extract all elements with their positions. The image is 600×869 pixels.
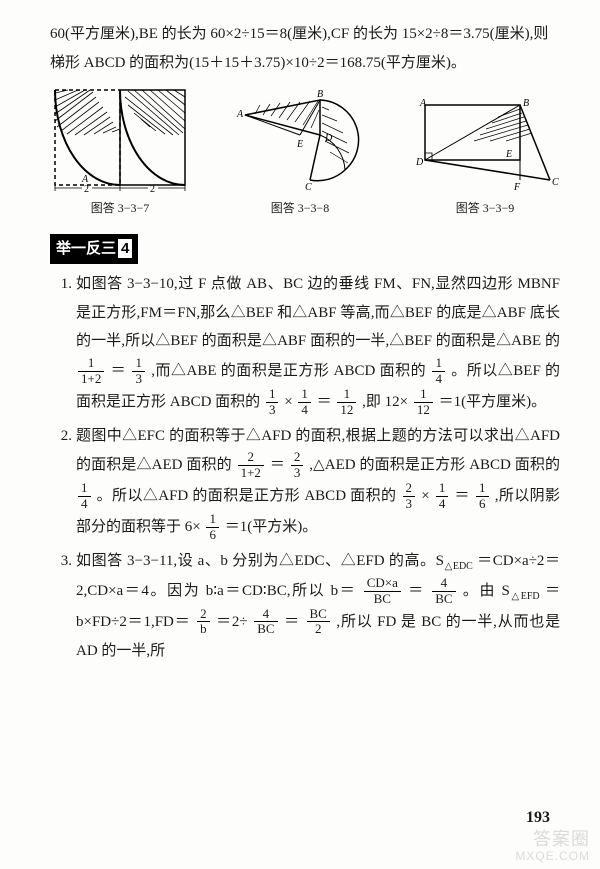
- watermark-sub: MXQE.COM: [515, 850, 590, 863]
- text: ＝: [454, 488, 469, 504]
- fraction: 2b: [197, 607, 210, 638]
- fraction: 16: [476, 481, 489, 512]
- figure-1-svg: A 2 2: [50, 85, 190, 195]
- subscript: △EDC: [444, 561, 473, 572]
- fraction: 14: [432, 356, 445, 387]
- text: ＝: [284, 613, 300, 629]
- svg-text:E: E: [296, 139, 303, 150]
- fraction: 13: [132, 356, 145, 387]
- fraction: 16: [206, 512, 219, 543]
- section-label-text: 举一反三: [56, 240, 116, 257]
- watermark-main: 答案圈: [533, 829, 590, 849]
- figure-2-block: A B E D C 图答 3−3−8: [225, 85, 375, 220]
- fraction: 11+2: [78, 356, 104, 387]
- item-1-body: 如图答 3−3−10,过 F 点做 AB、BC 边的垂线 FM、FN,显然四边形…: [76, 270, 560, 417]
- fraction: CD×aBC: [364, 576, 401, 607]
- fraction: 4BC: [254, 607, 277, 638]
- watermark: 答案圈 MXQE.COM: [515, 830, 590, 863]
- item-2-body: 题图中△EFC 的面积等于△AFD 的面积,根据上题的方法可以求出△AFD 的面…: [76, 422, 560, 543]
- text: ×: [284, 394, 292, 410]
- svg-text:F: F: [513, 182, 521, 193]
- fraction: 14: [78, 481, 91, 512]
- item-2-number: 2.: [50, 422, 76, 451]
- item-1: 1. 如图答 3−3−10,过 F 点做 AB、BC 边的垂线 FM、FN,显然…: [50, 270, 560, 417]
- svg-text:2: 2: [150, 184, 155, 195]
- text: ,即 12×: [362, 394, 408, 410]
- svg-text:B: B: [317, 89, 323, 100]
- svg-text:E: E: [505, 149, 512, 160]
- svg-text:A: A: [236, 109, 244, 120]
- text: ＝: [317, 394, 332, 410]
- fraction: 4BC: [432, 576, 455, 607]
- section-heading: 举一反三4: [50, 230, 560, 271]
- text: ＝: [270, 457, 285, 473]
- figure-1-caption: 图答 3−3−7: [91, 197, 150, 220]
- text: 如图答 3−3−10,过 F 点做 AB、BC 边的垂线 FM、FN,显然四边形…: [76, 276, 560, 349]
- fraction: 13: [266, 387, 279, 418]
- text: 。所以△AFD 的面积是正方形 ABCD 面积的: [97, 488, 397, 504]
- svg-text:B: B: [523, 98, 529, 109]
- figure-3-block: A B D E F C 图答 3−3−9: [410, 95, 560, 220]
- figure-3-svg: A B D E F C: [410, 95, 560, 195]
- fraction: 14: [436, 481, 449, 512]
- svg-text:D: D: [415, 157, 424, 168]
- text: ＝: [408, 583, 425, 599]
- text: 如图答 3−3−11,设 a、b 分别为△EDC、△EFD 的高。S: [76, 553, 444, 569]
- text: ＝2÷: [216, 613, 248, 629]
- fraction: BC2: [307, 607, 330, 638]
- text: ,而△ABE 的面积是正方形 ABCD 面积的: [151, 363, 426, 379]
- intro-paragraph: 60(平方厘米),BE 的长为 60×2÷15＝8(厘米),CF 的长为 15×…: [50, 20, 560, 77]
- figures-row: A 2 2 图答 3−3−7: [50, 85, 560, 220]
- svg-text:A: A: [419, 98, 427, 109]
- text: ＝: [111, 363, 127, 379]
- text: ,△AED 的面积是正方形 ABCD 面积的: [309, 457, 560, 473]
- text: ×: [421, 488, 429, 504]
- fraction: 112: [337, 387, 356, 418]
- figure-2-caption: 图答 3−3−8: [271, 197, 330, 220]
- fraction: 23: [291, 450, 304, 481]
- fraction: 14: [298, 387, 311, 418]
- text: ＝1(平方米)。: [225, 519, 318, 535]
- text: 。由 S: [463, 583, 510, 599]
- svg-text:C: C: [552, 177, 559, 188]
- item-3-body: 如图答 3−3−11,设 a、b 分别为△EDC、△EFD 的高。S△EDC ＝…: [76, 547, 560, 666]
- svg-text:D: D: [324, 133, 333, 144]
- fraction: 112: [414, 387, 433, 418]
- fraction: 23: [403, 481, 416, 512]
- svg-text:2: 2: [84, 184, 89, 195]
- section-label-number: 4: [118, 239, 132, 258]
- text: ＝1(平方厘米)。: [439, 394, 547, 410]
- svg-text:C: C: [305, 182, 312, 193]
- item-2: 2. 题图中△EFC 的面积等于△AFD 的面积,根据上题的方法可以求出△AFD…: [50, 422, 560, 543]
- item-1-number: 1.: [50, 270, 76, 299]
- item-3: 3. 如图答 3−3−11,设 a、b 分别为△EDC、△EFD 的高。S△ED…: [50, 547, 560, 666]
- figure-2-svg: A B E D C: [225, 85, 375, 195]
- item-3-number: 3.: [50, 547, 76, 576]
- figure-1-block: A 2 2 图答 3−3−7: [50, 85, 190, 220]
- figure-3-caption: 图答 3−3−9: [456, 197, 515, 220]
- fraction: 21+2: [238, 450, 264, 481]
- subscript: △EFD: [510, 591, 540, 602]
